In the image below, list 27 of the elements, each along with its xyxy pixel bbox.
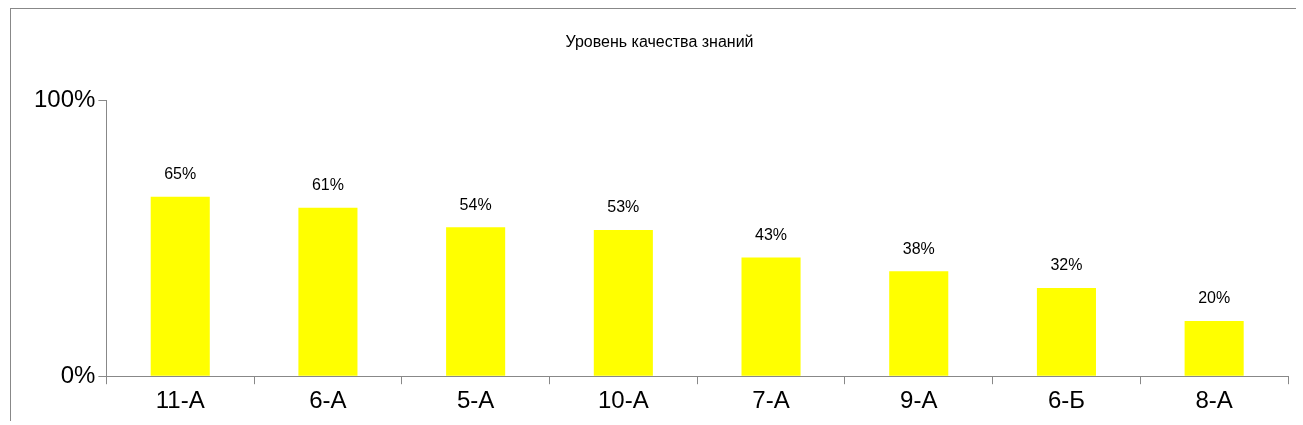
bar <box>889 271 949 376</box>
bar <box>446 227 506 376</box>
x-tick-label: 6-Б <box>1047 386 1085 414</box>
bar <box>150 196 210 376</box>
chart-title: Уровень качества знаний <box>565 33 754 51</box>
data-label: 61% <box>311 176 344 194</box>
data-label: 38% <box>902 239 935 257</box>
bar <box>298 207 358 376</box>
data-label: 43% <box>755 225 788 243</box>
y-tick-label: 100% <box>33 84 96 112</box>
x-tick-label: 11-А <box>155 386 205 414</box>
x-tick-label: 6-А <box>309 386 347 414</box>
x-tick-label: 10-А <box>597 386 649 414</box>
x-tick-label: 8-А <box>1195 386 1233 414</box>
data-label: 54% <box>459 195 492 213</box>
x-tick-label: 7-А <box>752 386 790 414</box>
x-tick-label: 9-А <box>900 386 938 414</box>
data-label: 53% <box>607 198 640 216</box>
y-tick-label: 0% <box>60 360 96 388</box>
data-label: 20% <box>1198 289 1231 307</box>
bar <box>741 257 801 376</box>
data-label: 32% <box>1050 256 1083 274</box>
data-label: 65% <box>164 165 197 183</box>
bar <box>1036 287 1096 376</box>
bar <box>1184 321 1244 376</box>
x-tick-label: 5-А <box>456 386 495 414</box>
bar <box>593 229 653 376</box>
